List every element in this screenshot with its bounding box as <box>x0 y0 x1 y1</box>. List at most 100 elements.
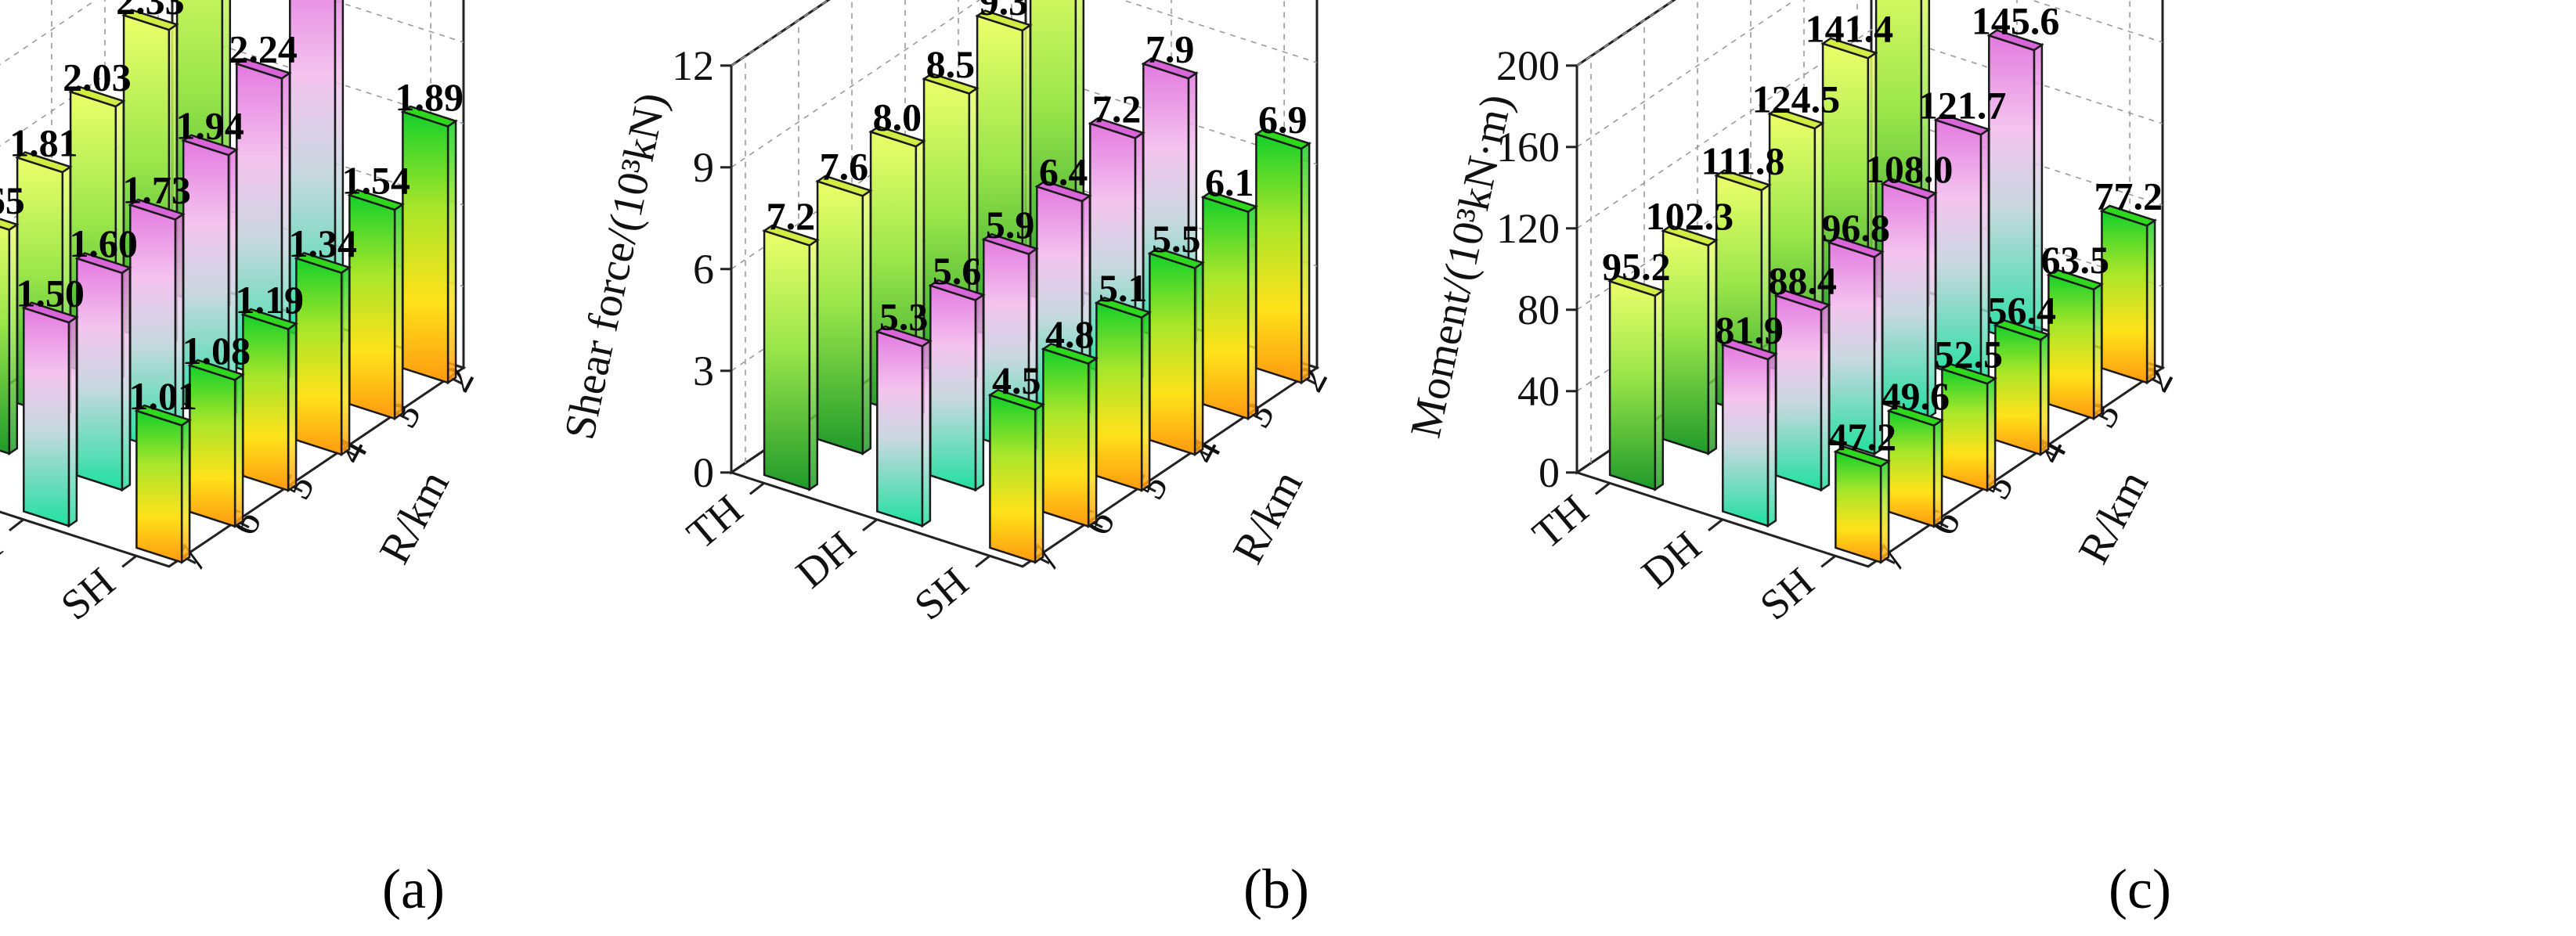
bar-side <box>393 202 404 421</box>
bar-top <box>1200 190 1258 213</box>
bar-top <box>1993 319 2051 341</box>
bar-side <box>1300 141 1311 385</box>
panel-a: 0.00.61.21.82.43.0Lateral displacement/m… <box>0 0 483 920</box>
bar-side <box>2092 282 2103 421</box>
bar-SH-4 <box>1993 319 2051 457</box>
z-axis-title: Moment/(10³kN·m) <box>1402 90 1521 441</box>
bar-top <box>187 358 245 381</box>
row-tick <box>1594 482 1611 495</box>
bar-SH-5 <box>1939 362 1997 493</box>
bar-top <box>975 9 1033 32</box>
bar-top <box>1833 445 1891 468</box>
bar-SH-3 <box>1200 190 1258 421</box>
data-label: 4.8 <box>1045 312 1095 356</box>
row-tick <box>9 518 24 531</box>
z-tick-label: 80 <box>1517 286 1560 333</box>
data-label: 1.01 <box>128 374 197 418</box>
bar-SH-6 <box>1886 404 1944 528</box>
data-label: 1.94 <box>175 103 244 147</box>
bar-side <box>180 418 191 564</box>
data-label: 2.03 <box>63 55 132 99</box>
bar-side <box>1766 351 1777 528</box>
bar-side <box>1820 303 1831 492</box>
bar-SH-7 <box>1833 445 1891 564</box>
bar-front <box>763 229 811 491</box>
bar-DH-4 <box>1880 177 1938 420</box>
data-label: 47.2 <box>1827 415 1896 459</box>
bar-top <box>400 105 458 128</box>
row-tick <box>749 482 765 495</box>
bar-top <box>1820 37 1878 59</box>
data-label: 6.1 <box>1205 160 1254 204</box>
bar-top <box>121 9 179 31</box>
data-label: 5.1 <box>1099 266 1148 310</box>
z-tick-label: 12 <box>672 42 714 89</box>
bar-DH-3 <box>234 57 292 384</box>
bar-front <box>23 306 70 527</box>
bar-front <box>402 110 449 384</box>
data-label: 1.54 <box>341 158 410 202</box>
bar-side <box>8 222 19 455</box>
row-tick-label: DH <box>1633 522 1709 597</box>
bar-side <box>1140 310 1151 493</box>
z-tick-label: 0 <box>1539 449 1560 496</box>
data-label: 7.2 <box>1092 87 1142 131</box>
bar-side <box>67 315 78 528</box>
data-label: 9.3 <box>980 0 1029 23</box>
bar-SH-4 <box>1147 247 1205 457</box>
bar-SH-7 <box>987 388 1045 564</box>
data-label: 5.9 <box>986 203 1035 247</box>
data-label: 1.89 <box>395 75 464 119</box>
bar-side <box>1986 376 1997 493</box>
bar-DH-5 <box>128 198 186 456</box>
panel-label: (c) <box>2109 858 2171 920</box>
bar-front <box>1095 301 1143 492</box>
data-label: 1.65 <box>0 178 25 222</box>
bar-front <box>1722 343 1770 527</box>
bar-DH-7 <box>1720 338 1778 528</box>
row-tick <box>1820 555 1837 568</box>
bar-side <box>1247 204 1257 421</box>
r-axis-title: R/km <box>370 463 459 571</box>
z-gridline <box>0 0 464 66</box>
z-tick-label: 3 <box>693 347 714 394</box>
bar-front <box>876 330 924 527</box>
row-tick <box>1708 518 1723 531</box>
bar-SH-6 <box>1041 342 1099 528</box>
row-tick-label: SH <box>52 559 123 629</box>
bar-top <box>2046 268 2104 291</box>
bar-side <box>233 373 244 528</box>
bar-front <box>1149 252 1196 456</box>
z-tick-label: 160 <box>1496 124 1560 171</box>
bar-top <box>815 175 873 197</box>
bar-top <box>868 125 926 148</box>
bar-top <box>234 57 292 80</box>
bar-front <box>1835 450 1882 564</box>
bar-DH-6 <box>74 252 132 492</box>
bar-top <box>1607 275 1665 297</box>
bar-side <box>340 265 351 457</box>
data-label: 7.9 <box>1145 27 1195 71</box>
bar-top <box>2099 204 2157 227</box>
bar-top <box>74 252 132 275</box>
z-tick-label: 40 <box>1517 368 1560 415</box>
bar-top <box>981 232 1039 255</box>
bar-top <box>762 224 820 247</box>
bar-top <box>1933 113 1991 136</box>
bar-front <box>2101 209 2148 384</box>
z-axis-title: Shear force/(10³kN) <box>555 88 676 444</box>
bar-SH-7 <box>134 404 192 564</box>
bar-SH-3 <box>347 189 405 421</box>
data-label: 111.8 <box>1701 139 1784 182</box>
bar-DH-7 <box>21 301 79 528</box>
bar-top <box>1254 128 1311 150</box>
row-tick-label: SH <box>905 559 976 629</box>
bar-front <box>1202 196 1250 420</box>
data-label: 141.4 <box>1806 7 1894 51</box>
bar-top <box>181 134 239 157</box>
data-label: 52.5 <box>1934 333 2003 376</box>
bar-SH-2 <box>400 105 458 385</box>
